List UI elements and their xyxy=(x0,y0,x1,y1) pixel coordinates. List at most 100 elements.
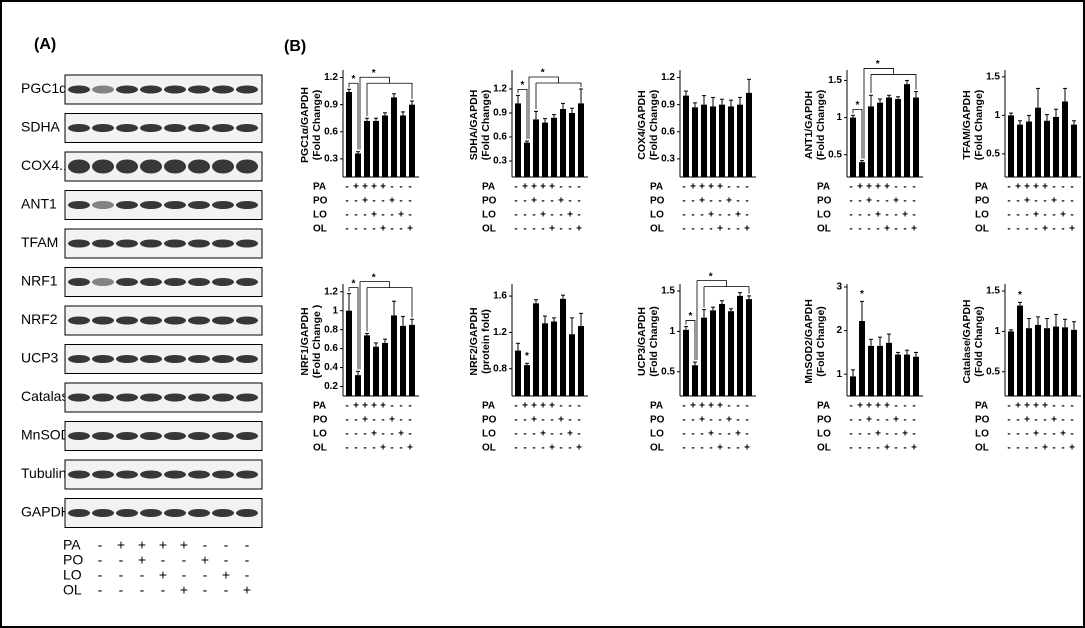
treatment-sign: - xyxy=(182,567,187,583)
treatment-sign: + xyxy=(567,429,573,440)
treatment-sign: - xyxy=(894,401,897,412)
y-tick-label: 0.5 xyxy=(986,149,1000,160)
treatment-sign: - xyxy=(1070,210,1073,221)
treatment-sign: + xyxy=(353,182,359,193)
bar xyxy=(859,162,865,177)
bar xyxy=(409,325,415,396)
blot-band xyxy=(68,86,90,94)
treatment-sign: + xyxy=(875,429,881,440)
treatment-sign: - xyxy=(1034,224,1037,235)
bar xyxy=(868,346,874,396)
treatment-sign: - xyxy=(700,210,703,221)
treatment-sign: - xyxy=(876,443,879,454)
treatment-sign: - xyxy=(514,429,517,440)
treatment-sign: - xyxy=(224,552,229,568)
blot-band xyxy=(164,471,186,479)
blot-band xyxy=(188,160,210,174)
y-tick-label: 1.2 xyxy=(324,286,338,297)
treatment-sign: - xyxy=(718,196,721,207)
bar xyxy=(542,323,548,396)
blot-band xyxy=(68,471,90,479)
treatment-sign: + xyxy=(531,196,537,207)
treatment-sign: - xyxy=(559,443,562,454)
treatment-sign: - xyxy=(577,196,580,207)
bar xyxy=(1053,117,1059,177)
blot-band xyxy=(164,317,186,325)
treatment-sign: + xyxy=(549,443,555,454)
treatment-sign: - xyxy=(1070,415,1073,426)
treatment-sign: - xyxy=(408,210,411,221)
treatment-sign: - xyxy=(514,224,517,235)
treatment-sign: + xyxy=(1033,210,1039,221)
treatment-sign: - xyxy=(390,443,393,454)
blot-band xyxy=(116,201,138,209)
treatment-sign: + xyxy=(866,182,872,193)
treatment-sign: - xyxy=(885,429,888,440)
treatment-sign: + xyxy=(398,210,404,221)
treatment-sign: + xyxy=(576,443,582,454)
treatment-sign: + xyxy=(371,401,377,412)
treatment-sign: - xyxy=(1016,210,1019,221)
treatment-sign: + xyxy=(699,401,705,412)
treatment-label: LO xyxy=(313,210,327,221)
treatment-label: LO xyxy=(817,210,831,221)
treatment-sign: - xyxy=(736,443,739,454)
bar xyxy=(533,303,539,396)
blot-band xyxy=(140,432,162,440)
treatment-sign: + xyxy=(522,182,528,193)
treatment-sign: + xyxy=(911,443,917,454)
treatment-sign: + xyxy=(690,401,696,412)
blot-band xyxy=(116,355,138,363)
bar xyxy=(364,121,370,177)
treatment-sign: - xyxy=(691,415,694,426)
treatment-label: OL xyxy=(817,443,831,454)
treatment-sign: - xyxy=(390,429,393,440)
treatment-sign: - xyxy=(568,443,571,454)
treatment-sign: - xyxy=(682,429,685,440)
bar xyxy=(391,97,397,177)
treatment-sign: - xyxy=(577,401,580,412)
y-tick-label: 0.3 xyxy=(661,154,675,165)
treatment-sign: - xyxy=(1034,196,1037,207)
bar xyxy=(578,326,584,396)
treatment-sign: - xyxy=(867,224,870,235)
treatment-sign: - xyxy=(550,210,553,221)
treatment-label: PO xyxy=(650,196,665,207)
treatment-sign: + xyxy=(407,224,413,235)
bar xyxy=(1053,327,1059,396)
treatment-sign: - xyxy=(345,196,348,207)
treatment-sign: - xyxy=(354,429,357,440)
treatment-sign: - xyxy=(1007,182,1010,193)
treatment-sign: + xyxy=(159,567,167,583)
blot-band xyxy=(116,509,138,517)
treatment-sign: - xyxy=(245,537,250,553)
bar xyxy=(692,107,698,177)
blot-band xyxy=(140,278,162,286)
treatment-sign: - xyxy=(381,210,384,221)
panel-label: (B) xyxy=(284,38,306,55)
treatment-sign: - xyxy=(912,182,915,193)
treatment-sign: - xyxy=(736,182,739,193)
blot-band xyxy=(68,432,90,440)
treatment-sign: - xyxy=(709,443,712,454)
significance-mark: * xyxy=(856,100,860,111)
treatment-sign: - xyxy=(541,443,544,454)
blot-label: Tubulin xyxy=(21,465,66,481)
treatment-sign: + xyxy=(389,415,395,426)
treatment-sign: - xyxy=(709,196,712,207)
treatment-sign: - xyxy=(849,224,852,235)
treatment-sign: + xyxy=(902,210,908,221)
treatment-sign: - xyxy=(523,210,526,221)
y-tick-label: 1.5 xyxy=(986,71,1000,82)
treatment-sign: + xyxy=(875,401,881,412)
bar xyxy=(560,109,566,177)
blot-band xyxy=(212,160,234,174)
blot-band xyxy=(164,240,186,248)
treatment-sign: - xyxy=(390,182,393,193)
treatment-sign: - xyxy=(98,552,103,568)
treatment-sign: + xyxy=(558,196,564,207)
y-tick-label: 1.2 xyxy=(493,327,507,338)
treatment-label: LO xyxy=(817,429,831,440)
treatment-sign: - xyxy=(568,401,571,412)
treatment-sign: - xyxy=(691,429,694,440)
